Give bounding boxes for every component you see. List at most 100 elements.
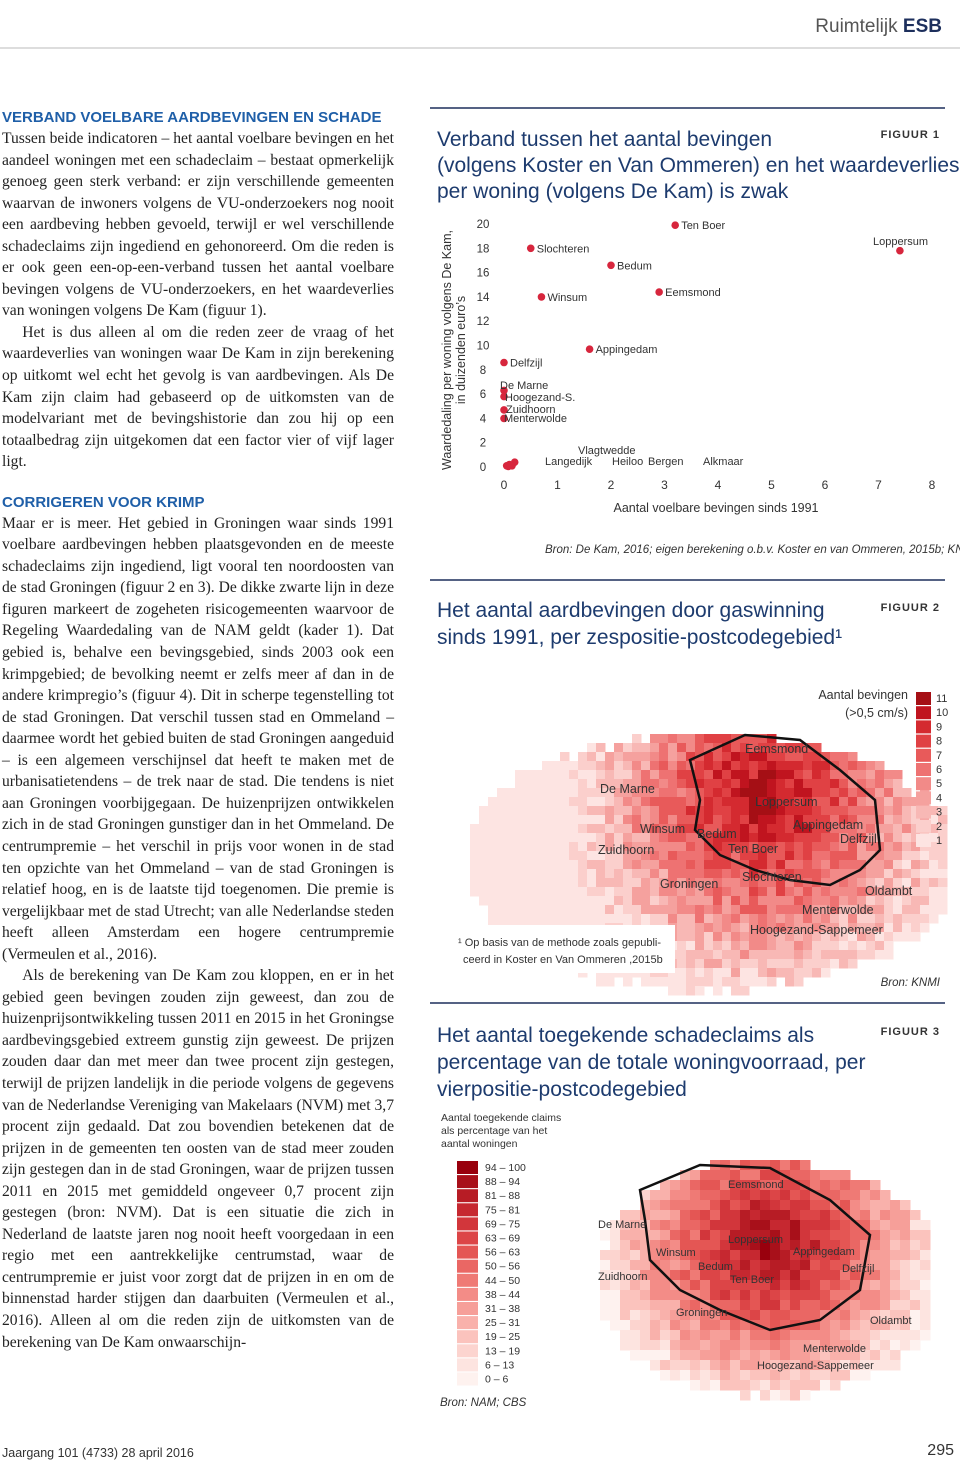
map-cell xyxy=(614,824,624,834)
map-cell xyxy=(760,1240,771,1251)
legend-swatch xyxy=(457,1217,478,1231)
map-cell xyxy=(758,977,768,987)
map-cell xyxy=(713,779,723,789)
map-cell xyxy=(857,851,867,861)
map-cell xyxy=(938,887,948,897)
map-cell xyxy=(785,977,795,987)
map-cell xyxy=(790,1280,801,1291)
map-cell xyxy=(623,914,633,924)
map-cell xyxy=(776,797,786,807)
map-cell xyxy=(650,1230,661,1241)
map-cell xyxy=(587,788,597,798)
map-cell xyxy=(790,1230,801,1241)
legend-swatch xyxy=(457,1161,478,1174)
map-cell xyxy=(640,1240,651,1251)
map-cell xyxy=(569,851,579,861)
map-cell xyxy=(506,788,516,798)
map-cell xyxy=(840,1210,851,1221)
map-cell xyxy=(695,968,705,978)
y-tick-label: 18 xyxy=(477,243,490,255)
map-cell xyxy=(920,905,930,915)
map-cell xyxy=(740,896,750,906)
map-cell xyxy=(533,833,543,843)
footer-issue: Jaargang 101 (4733) 28 april 2016 xyxy=(2,1446,194,1460)
map-cell xyxy=(650,779,660,789)
paragraph: Het is dus alleen al om die reden zeer d… xyxy=(2,323,394,471)
map-cell xyxy=(524,914,534,924)
map-cell xyxy=(840,1200,851,1211)
map-cell xyxy=(695,878,705,888)
map-cell xyxy=(830,932,840,942)
legend-swatch xyxy=(457,1316,478,1330)
map-cell xyxy=(690,1380,701,1391)
map-cell xyxy=(587,869,597,879)
map-cell xyxy=(900,1340,911,1351)
map-cell xyxy=(830,797,840,807)
map-cell xyxy=(821,914,831,924)
map-cell xyxy=(848,950,858,960)
map-cell xyxy=(730,1380,741,1391)
map-cell xyxy=(770,1160,781,1171)
map-cell xyxy=(730,1370,741,1381)
map-cell xyxy=(750,1350,761,1361)
map-cell xyxy=(704,833,714,843)
map-cell xyxy=(794,743,804,753)
map-cell xyxy=(866,851,876,861)
map-cell xyxy=(850,1320,861,1331)
map-cell xyxy=(794,914,804,924)
map-cell xyxy=(938,842,948,852)
map-cell xyxy=(713,977,723,987)
map-cell xyxy=(800,1250,811,1261)
map-cell xyxy=(810,1300,821,1311)
map-cell xyxy=(866,779,876,789)
map-cell xyxy=(760,1230,771,1241)
map-cell xyxy=(803,833,813,843)
point xyxy=(671,221,679,230)
map-cell xyxy=(803,770,813,780)
map-cell xyxy=(620,1240,631,1251)
map-cell xyxy=(497,788,507,798)
map-cell xyxy=(524,887,534,897)
point-label: Zuidhoorn xyxy=(506,404,556,416)
legend-swatch xyxy=(457,1245,478,1259)
map-cell xyxy=(506,869,516,879)
paragraph: Als de berekening van De Kam zou kloppen… xyxy=(2,967,394,1351)
map-cell xyxy=(770,1300,781,1311)
map-cell xyxy=(821,815,831,825)
map-cell xyxy=(596,896,606,906)
map-cell xyxy=(890,1280,901,1291)
map-cell xyxy=(812,806,822,816)
map-cell xyxy=(800,1390,811,1401)
point-label: Winsum xyxy=(547,292,587,304)
map-cell xyxy=(680,1230,691,1241)
place-label: Menterwolde xyxy=(802,903,874,917)
map-cell xyxy=(623,806,633,816)
map-cell xyxy=(857,815,867,825)
map-cell xyxy=(730,1280,741,1291)
map-cell xyxy=(551,770,561,780)
legend-label: 6 xyxy=(936,764,942,776)
place-label: Groningen xyxy=(660,877,718,891)
map-cell xyxy=(704,788,714,798)
map-cell xyxy=(810,1330,821,1341)
map-cell xyxy=(860,1270,871,1281)
map-cell xyxy=(812,905,822,915)
map-cell xyxy=(569,896,579,906)
map-cell xyxy=(578,770,588,780)
place-label: Groningen xyxy=(676,1307,727,1319)
map-cell xyxy=(680,1240,691,1251)
map-cell xyxy=(677,833,687,843)
map-cell xyxy=(860,1280,871,1291)
map-cell xyxy=(720,1360,731,1371)
map-cell xyxy=(785,833,795,843)
map-cell xyxy=(596,851,606,861)
map-cell xyxy=(668,788,678,798)
map-cell xyxy=(686,941,696,951)
map-cell xyxy=(641,797,651,807)
map-cell xyxy=(857,806,867,816)
place-label: Bedum xyxy=(697,827,737,841)
map-cell xyxy=(515,851,525,861)
map-cell xyxy=(790,1370,801,1381)
legend-title: als percentage van het xyxy=(441,1125,547,1137)
point-label: Bergen xyxy=(648,456,683,468)
